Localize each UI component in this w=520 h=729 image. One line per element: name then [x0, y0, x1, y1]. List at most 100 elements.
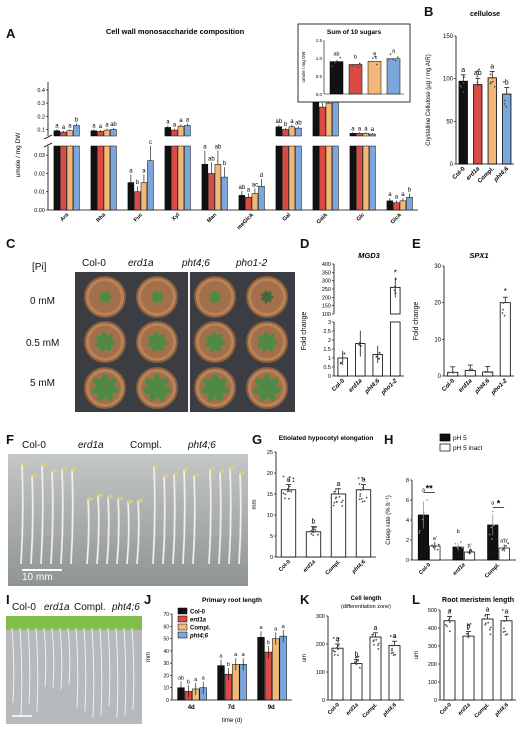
rosette-leaf: [93, 378, 105, 389]
y-tick-label: 10: [267, 513, 273, 519]
rosette-leaf: [267, 339, 278, 346]
data-point: [355, 663, 358, 666]
data-point: [505, 545, 507, 547]
significance-letter: a'b': [500, 538, 508, 544]
significance-letter: b: [505, 80, 509, 87]
significance-letter: a: [68, 123, 72, 129]
significance-letter: a: [393, 633, 397, 640]
x-tick-label: Col-0: [452, 166, 467, 181]
data-point: [484, 622, 487, 625]
photo-f-genotype-label: Col-0: [22, 440, 46, 451]
bar: [264, 651, 273, 701]
data-point: [436, 548, 439, 551]
significance-letter: a: [203, 145, 207, 151]
legend-swatch: [439, 433, 451, 442]
data-point: [361, 500, 364, 503]
chart-a-monosaccharides: Cell wall monosaccharide composition umol…: [15, 23, 418, 231]
data-point: [363, 500, 366, 503]
data-point: [484, 614, 487, 617]
data-point: [337, 644, 340, 647]
data-point: [332, 504, 335, 507]
hypocotyl: [238, 473, 242, 565]
cotyledon: [61, 466, 67, 471]
data-point: [489, 82, 492, 85]
significance-letter: a: [401, 192, 405, 198]
roots-graphic: [6, 616, 142, 724]
panel-letter-f: F: [6, 432, 14, 447]
y-tick-label: 10: [163, 686, 169, 692]
inset-point: [372, 57, 374, 59]
bar-lower-segment: [349, 145, 357, 211]
significance-letter: b: [75, 117, 79, 123]
bar: [279, 635, 287, 701]
significance-letter: a: [395, 194, 399, 200]
y-axis-label: Crystalline Cellulose (µg / mg AIR): [426, 54, 432, 146]
data-point: [504, 630, 507, 633]
photo-f-genotype-label: Compl.: [130, 440, 162, 451]
significance-letter: a: [337, 481, 341, 488]
x-tick-label: 9d: [268, 705, 275, 711]
data-point: [389, 635, 392, 637]
cotyledon: [51, 469, 57, 473]
y-tick-label: 200: [322, 295, 331, 301]
significance-letter: *: [394, 268, 397, 277]
bar: [258, 185, 265, 211]
significance-letter: a: [99, 124, 103, 130]
panel-letter-k: K: [300, 592, 310, 607]
data-point: [491, 80, 494, 83]
chart-subtitle: (differentiation zone): [341, 604, 391, 610]
panel-letter-e: E: [412, 236, 421, 251]
x-tick-label: 7d: [228, 705, 235, 711]
root: [51, 627, 55, 688]
significance-letter: ab: [110, 122, 117, 128]
bar: [319, 106, 326, 137]
y-tick-label: 0: [450, 162, 454, 168]
cotyledon: [31, 473, 37, 477]
[object Object]: axis-break: [330, 314, 338, 318]
data-point: [336, 501, 339, 503]
cotyledon: [193, 473, 199, 477]
data-point: [505, 105, 508, 108]
soil: [199, 326, 231, 358]
root: [115, 627, 119, 718]
data-point: [286, 490, 289, 493]
data-point: [341, 504, 344, 507]
rosette-leaf: [266, 334, 275, 343]
chart-j-primary-root: Primary root length 0 10 20 30 40 50 60 70 mm time…: [146, 597, 292, 724]
cotyledon: [21, 462, 27, 466]
data-point: [489, 371, 492, 374]
rosette-leaf: [104, 334, 113, 343]
data-point: [446, 625, 448, 628]
significance-letter: a: [490, 63, 494, 70]
axis-break: [43, 134, 53, 140]
chart-title: SPX1: [469, 251, 488, 260]
bar: [214, 164, 222, 211]
y-tick-label: 25: [267, 450, 273, 456]
legend-swatch: [177, 615, 188, 623]
data-point: [317, 533, 319, 536]
bar-lower-segment: [97, 145, 104, 211]
rosette-leaf: [155, 388, 165, 401]
hypocotyl: [126, 501, 130, 565]
bar-lower-segment: [164, 145, 172, 211]
rosette-leaf: [213, 388, 223, 401]
bar: [458, 80, 468, 165]
x-tick-label: Glc: [356, 212, 367, 223]
data-point: [491, 538, 493, 540]
x-tick-label: erd1a: [345, 702, 360, 717]
bar: [147, 160, 154, 211]
y-tick-label: 0.3: [37, 101, 45, 107]
legend-label: pH 5: [453, 435, 467, 442]
inset-bar: [386, 58, 401, 95]
data-point: [310, 533, 313, 535]
bar-lower-segment: [53, 145, 61, 211]
significance-letter: a: [105, 123, 109, 129]
significance-letter: a: [505, 608, 509, 615]
bar: [280, 489, 297, 558]
data-point: [476, 75, 479, 78]
inset-bar: [348, 64, 363, 95]
y-tick-label: 2: [406, 538, 409, 544]
rosette-leaf: [156, 334, 165, 343]
cotyledon: [183, 467, 189, 471]
data-point: [467, 551, 469, 554]
